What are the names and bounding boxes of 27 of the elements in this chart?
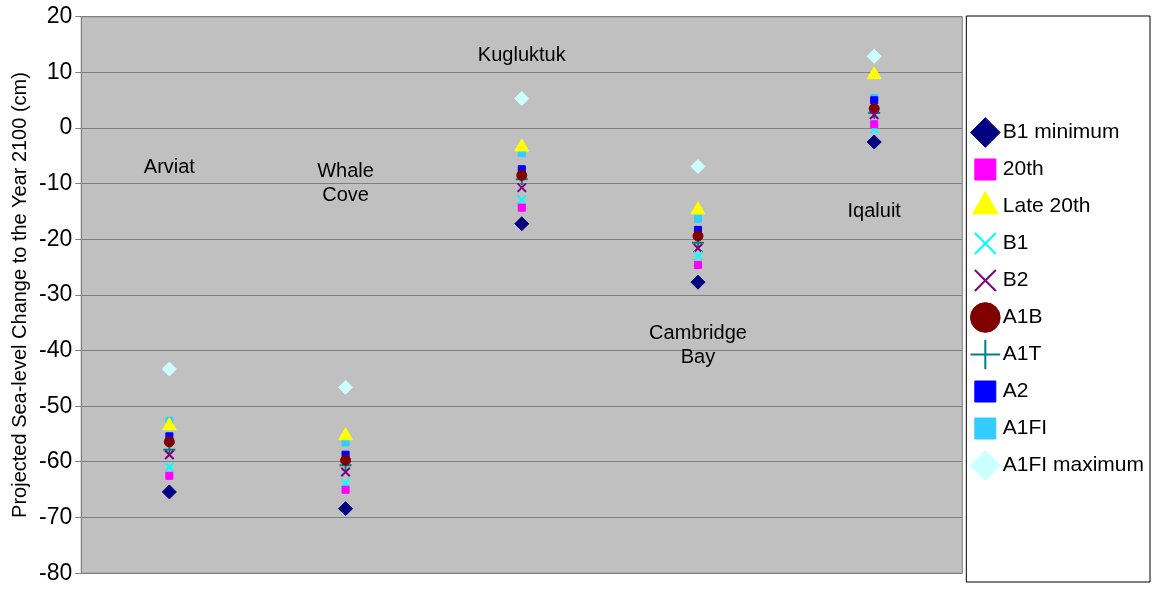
legend-label: B2: [1002, 267, 1029, 291]
legend-label: B1 minimum: [1002, 119, 1120, 143]
annotation: Iqaluit: [847, 199, 902, 222]
y-tick-label: -30: [38, 280, 73, 307]
y-tick-label: -60: [38, 447, 73, 474]
legend-label: B1: [1002, 230, 1029, 254]
y-tick-label: -20: [38, 224, 73, 251]
y-tick-label: -40: [38, 335, 73, 362]
y-tick-label: -80: [38, 558, 73, 585]
legend-label: Late 20th: [1002, 193, 1091, 217]
annotation: Kugluktuk: [477, 43, 567, 66]
legend-label: A1FI maximum: [1002, 452, 1144, 476]
y-axis-title: Projected Sea-level Change to the Year 2100 (cm): [7, 72, 30, 518]
y-tick-label: 0: [59, 113, 73, 140]
y-tick-label: -50: [38, 391, 73, 418]
legend-label: A1B: [1002, 304, 1043, 328]
legend-label: A2: [1002, 378, 1029, 402]
y-tick-label: 20: [46, 2, 73, 29]
annotation: Whale Cove: [317, 159, 374, 206]
legend-label: 20th: [1002, 156, 1044, 180]
annotation: Cambridge Bay: [649, 320, 747, 367]
y-tick-label: -10: [38, 169, 73, 196]
legend-label: A1FI: [1002, 415, 1048, 439]
y-tick-label: -70: [38, 502, 73, 529]
annotation: Arviat: [143, 154, 196, 177]
legend-label: A1T: [1002, 341, 1042, 365]
y-tick-label: 10: [46, 57, 73, 84]
